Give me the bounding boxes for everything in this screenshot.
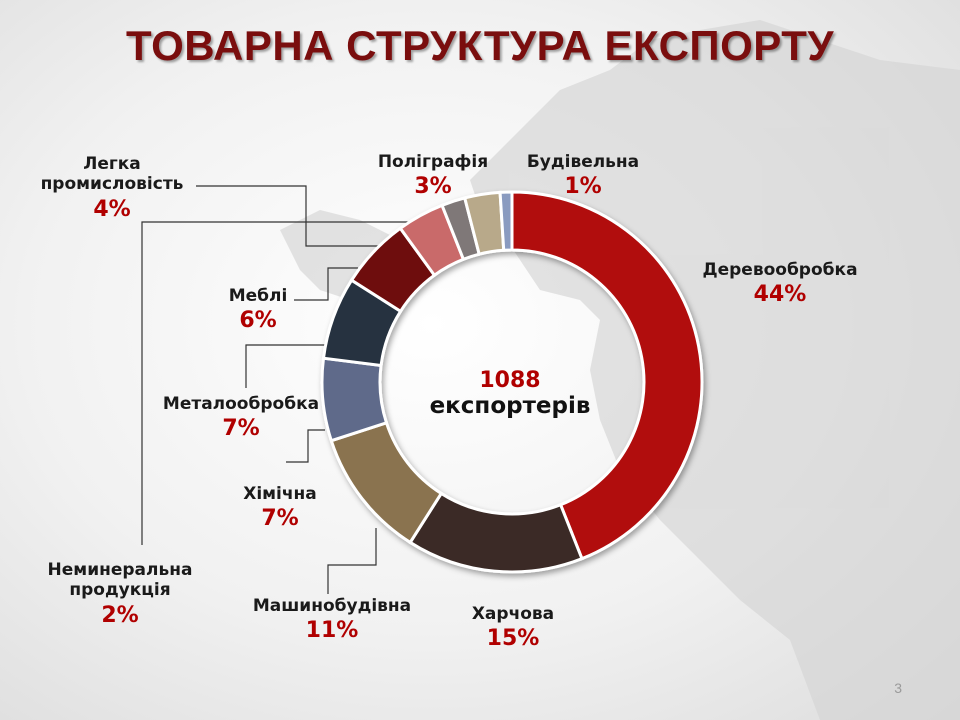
slide-title: ТОВАРНА СТРУКТУРА ЕКСПОРТУ bbox=[125, 22, 835, 69]
exporters-count: 1088 bbox=[479, 368, 541, 393]
label-name: Будівельна bbox=[526, 152, 640, 172]
leader-line-light-industry bbox=[196, 185, 416, 247]
label-nonmineral: Неминеральна продукція 2% bbox=[30, 560, 210, 629]
donut-slice-9 bbox=[498, 190, 514, 252]
leader-line-metalworking bbox=[245, 344, 325, 388]
label-name: Неминеральна продукція bbox=[47, 560, 193, 601]
leader-line-nonmineral bbox=[141, 221, 466, 545]
label-woodworking: Деревообробка 44% bbox=[680, 260, 880, 309]
label-percent: 3% bbox=[414, 174, 452, 200]
label-percent: 1% bbox=[564, 174, 602, 200]
label-percent: 7% bbox=[261, 506, 299, 532]
label-furniture: Меблі 6% bbox=[208, 286, 308, 335]
label-metalworking: Металообробка 7% bbox=[146, 394, 336, 443]
label-name: Харчова bbox=[471, 604, 555, 624]
donut-slice-1 bbox=[408, 491, 584, 574]
label-name: Меблі bbox=[228, 286, 288, 306]
label-construction: Будівельна 1% bbox=[508, 152, 658, 201]
label-percent: 15% bbox=[486, 626, 540, 652]
label-percent: 11% bbox=[305, 618, 359, 644]
exporters-caption: експортерів bbox=[429, 393, 591, 419]
label-food: Харчова 15% bbox=[443, 604, 583, 653]
label-name: Хімічна bbox=[243, 484, 317, 504]
leader-line-furniture bbox=[294, 267, 358, 301]
label-percent: 6% bbox=[239, 308, 277, 334]
leader-line-chemical bbox=[286, 429, 325, 463]
label-percent: 44% bbox=[753, 282, 807, 308]
donut-center-label: 1088 експортерів bbox=[400, 368, 620, 419]
label-light-industry: Легка промисловість 4% bbox=[22, 154, 202, 223]
label-name: Деревообробка bbox=[702, 260, 858, 280]
label-machinery: Машинобудівна 11% bbox=[232, 596, 432, 645]
label-name: Металообробка bbox=[162, 394, 320, 414]
label-name: Легка промисловість bbox=[40, 154, 184, 195]
donut-slice-0 bbox=[510, 190, 704, 561]
leader-line-machinery bbox=[327, 528, 377, 594]
label-percent: 4% bbox=[93, 196, 131, 222]
label-percent: 7% bbox=[222, 416, 260, 442]
label-name: Поліграфія bbox=[377, 152, 489, 172]
page-number: 3 bbox=[894, 680, 902, 696]
label-name: Машинобудівна bbox=[252, 596, 412, 616]
label-percent: 2% bbox=[101, 602, 139, 628]
label-printing: Поліграфія 3% bbox=[358, 152, 508, 201]
label-chemical: Хімічна 7% bbox=[210, 484, 350, 533]
